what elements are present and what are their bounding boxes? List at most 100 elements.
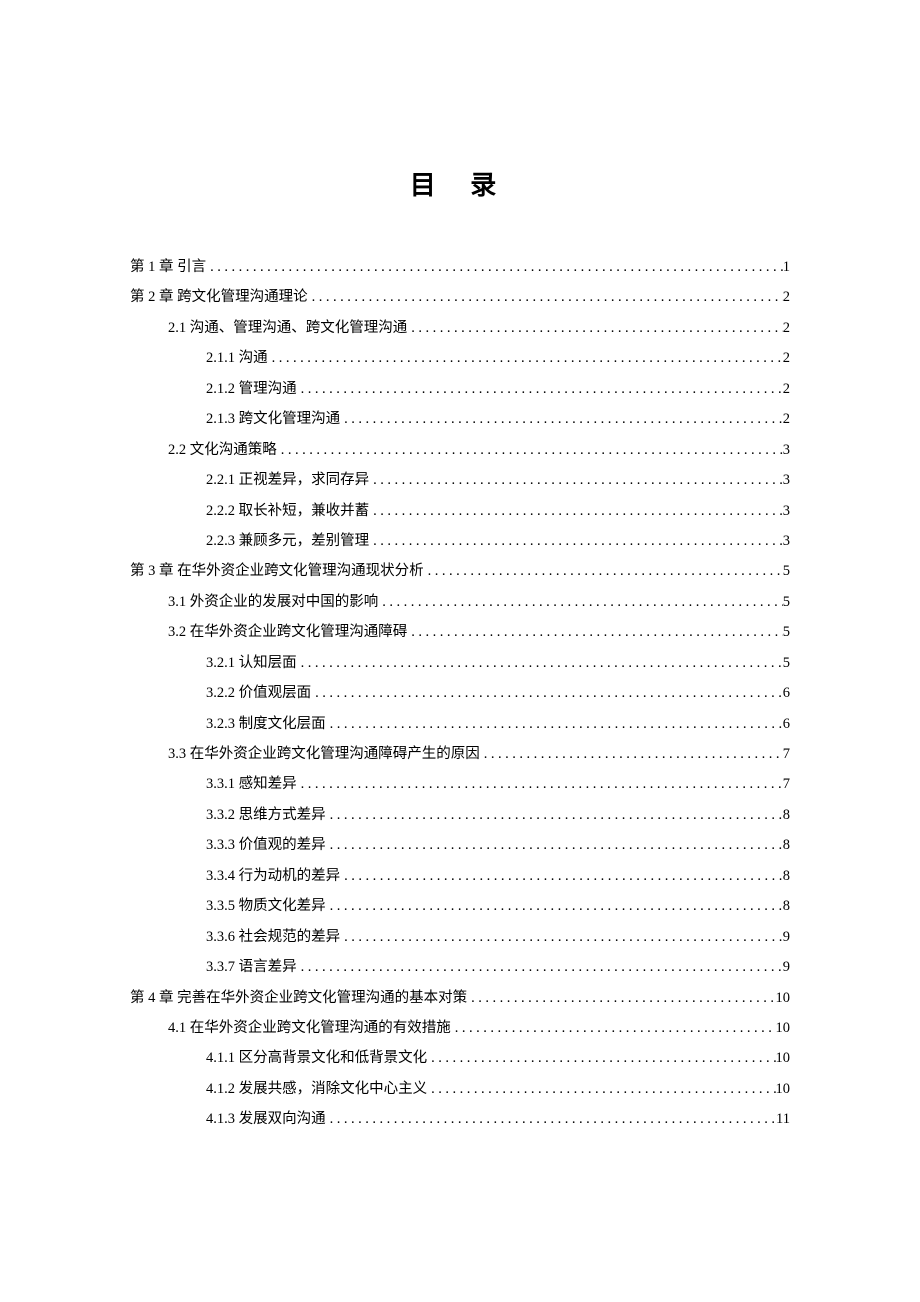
toc-container: 第 1 章 引言1第 2 章 跨文化管理沟通理论22.1 沟通、管理沟通、跨文化… [130, 252, 790, 1135]
toc-entry-label: 2.2 文化沟通策略 [168, 435, 277, 465]
toc-entry: 3.2.1 认知层面 5 [206, 648, 790, 678]
toc-entry-page: 2 [783, 313, 790, 343]
toc-entry-page: 8 [783, 891, 790, 921]
toc-dots [297, 374, 783, 404]
toc-entry: 3.2.2 价值观层面 6 [206, 678, 790, 708]
toc-entry-page: 10 [776, 1043, 791, 1073]
toc-entry-page: 5 [783, 617, 790, 647]
toc-entry-page: 9 [783, 922, 790, 952]
toc-entry: 3.3.1 感知差异 7 [206, 769, 790, 799]
toc-dots [326, 1104, 776, 1134]
toc-entry: 第 4 章 完善在华外资企业跨文化管理沟通的基本对策10 [130, 983, 790, 1013]
toc-entry-page: 6 [783, 709, 790, 739]
toc-dots [297, 648, 783, 678]
toc-entry-page: 5 [783, 556, 790, 586]
toc-dots [369, 526, 783, 556]
toc-entry: 3.1 外资企业的发展对中国的影响 5 [168, 587, 790, 617]
toc-entry-label: 3.3 在华外资企业跨文化管理沟通障碍产生的原因 [168, 739, 480, 769]
toc-entry-page: 2 [783, 404, 790, 434]
toc-dots [407, 617, 783, 647]
toc-dots [326, 891, 783, 921]
toc-entry-label: 3.3.7 语言差异 [206, 952, 297, 982]
toc-dots [427, 1043, 775, 1073]
toc-entry: 2.2.2 取长补短，兼收并蓄3 [206, 496, 790, 526]
toc-entry-label: 3.2.3 制度文化层面 [206, 709, 326, 739]
toc-entry-label: 3.3.1 感知差异 [206, 769, 297, 799]
toc-entry-page: 7 [783, 769, 790, 799]
toc-entry-page: 3 [783, 435, 790, 465]
toc-entry-label: 3.2.1 认知层面 [206, 648, 297, 678]
toc-entry-label: 4.1.2 发展共感，消除文化中心主义 [206, 1074, 427, 1104]
toc-entry-page: 5 [783, 587, 790, 617]
toc-dots [311, 678, 783, 708]
toc-entry-page: 2 [783, 282, 790, 312]
toc-dots [206, 252, 783, 282]
toc-entry: 2.1 沟通、管理沟通、跨文化管理沟通 2 [168, 313, 790, 343]
toc-dots [326, 830, 783, 860]
toc-entry: 3.3.4 行为动机的差异 8 [206, 861, 790, 891]
toc-dots [326, 709, 783, 739]
toc-entry-page: 2 [783, 343, 790, 373]
toc-entry-label: 2.2.3 兼顾多元，差别管理 [206, 526, 369, 556]
toc-entry-page: 1 [783, 252, 790, 282]
toc-entry-page: 2 [783, 374, 790, 404]
toc-entry-label: 第 4 章 完善在华外资企业跨文化管理沟通的基本对策 [130, 983, 467, 1013]
toc-dots [378, 587, 783, 617]
toc-entry: 3.3.2 思维方式差异 8 [206, 800, 790, 830]
toc-entry-page: 9 [783, 952, 790, 982]
toc-dots [277, 435, 783, 465]
toc-entry: 2.2 文化沟通策略 3 [168, 435, 790, 465]
toc-dots [308, 282, 783, 312]
toc-entry-label: 4.1.1 区分高背景文化和低背景文化 [206, 1043, 427, 1073]
toc-dots [467, 983, 775, 1013]
toc-dots [424, 556, 783, 586]
toc-entry: 3.3.5 物质文化差异 8 [206, 891, 790, 921]
toc-dots [297, 952, 783, 982]
toc-entry-page: 11 [776, 1104, 790, 1134]
toc-entry-label: 2.1 沟通、管理沟通、跨文化管理沟通 [168, 313, 407, 343]
toc-entry: 4.1.1 区分高背景文化和低背景文化 10 [206, 1043, 790, 1073]
toc-dots [268, 343, 783, 373]
toc-entry: 4.1 在华外资企业跨文化管理沟通的有效措施 10 [168, 1013, 790, 1043]
toc-entry-label: 第 3 章 在华外资企业跨文化管理沟通现状分析 [130, 556, 424, 586]
toc-entry-label: 3.3.4 行为动机的差异 [206, 861, 340, 891]
toc-entry: 4.1.3 发展双向沟通 11 [206, 1104, 790, 1134]
toc-entry-label: 2.1.3 跨文化管理沟通 [206, 404, 340, 434]
toc-entry-page: 6 [783, 678, 790, 708]
toc-entry-label: 3.3.5 物质文化差异 [206, 891, 326, 921]
toc-entry-page: 5 [783, 648, 790, 678]
toc-entry-label: 4.1 在华外资企业跨文化管理沟通的有效措施 [168, 1013, 451, 1043]
toc-dots [480, 739, 783, 769]
toc-dots [340, 404, 783, 434]
toc-dots [369, 465, 783, 495]
toc-entry-page: 3 [783, 496, 790, 526]
toc-dots [369, 496, 783, 526]
toc-entry: 2.1.1 沟通 2 [206, 343, 790, 373]
toc-entry-label: 3.3.2 思维方式差异 [206, 800, 326, 830]
toc-entry: 3.3 在华外资企业跨文化管理沟通障碍产生的原因7 [168, 739, 790, 769]
toc-dots [340, 861, 783, 891]
toc-entry-label: 2.2.1 正视差异，求同存异 [206, 465, 369, 495]
toc-entry-label: 3.3.3 价值观的差异 [206, 830, 326, 860]
toc-dots [297, 769, 783, 799]
toc-entry-label: 4.1.3 发展双向沟通 [206, 1104, 326, 1134]
toc-entry: 3.2.3 制度文化层面 6 [206, 709, 790, 739]
toc-entry: 2.1.3 跨文化管理沟通 2 [206, 404, 790, 434]
toc-entry: 2.2.3 兼顾多元，差别管理 3 [206, 526, 790, 556]
toc-dots [326, 800, 783, 830]
toc-dots [407, 313, 783, 343]
toc-entry: 3.2 在华外资企业跨文化管理沟通障碍5 [168, 617, 790, 647]
toc-entry: 第 3 章 在华外资企业跨文化管理沟通现状分析 5 [130, 556, 790, 586]
toc-entry-label: 3.1 外资企业的发展对中国的影响 [168, 587, 378, 617]
toc-entry-page: 3 [783, 526, 790, 556]
toc-entry: 2.2.1 正视差异，求同存异3 [206, 465, 790, 495]
toc-entry-page: 8 [783, 800, 790, 830]
toc-entry-page: 8 [783, 830, 790, 860]
toc-entry-label: 2.1.1 沟通 [206, 343, 268, 373]
toc-entry-label: 第 2 章 跨文化管理沟通理论 [130, 282, 308, 312]
toc-entry-page: 8 [783, 861, 790, 891]
toc-entry-label: 3.3.6 社会规范的差异 [206, 922, 340, 952]
toc-entry-page: 10 [776, 1013, 791, 1043]
toc-entry-label: 3.2.2 价值观层面 [206, 678, 311, 708]
toc-dots [340, 922, 783, 952]
